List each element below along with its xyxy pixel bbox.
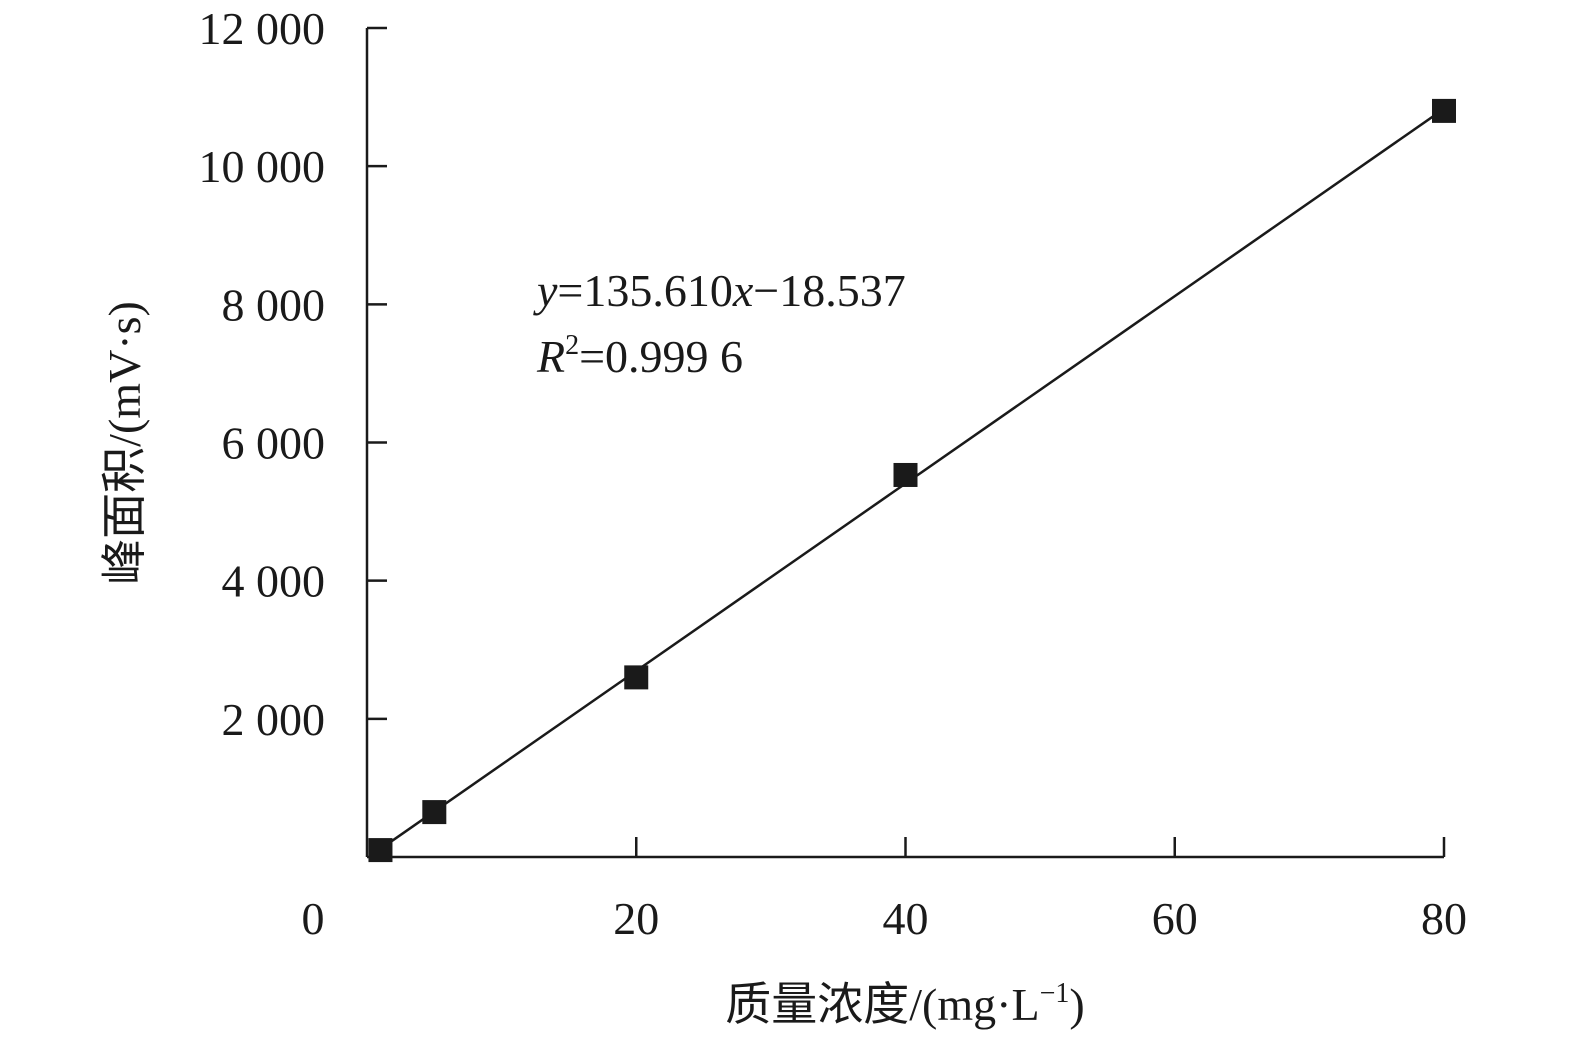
y-tick-label: 4 000 xyxy=(222,556,326,607)
x-tick-label: 0 xyxy=(302,893,325,944)
r-squared-label: R2=0.999 6 xyxy=(536,330,743,382)
equation-x-symbol: x xyxy=(732,265,754,316)
equation-y-symbol: y xyxy=(533,265,558,316)
x-axis-title-main: 质量浓度/(mg·L xyxy=(725,979,1039,1030)
x-ticks: 0 20 40 60 80 xyxy=(302,837,1467,944)
x-tick-label: 60 xyxy=(1152,893,1198,944)
x-axis-title-tail: ) xyxy=(1069,979,1084,1030)
data-points xyxy=(368,98,1456,863)
data-point-marker xyxy=(422,800,447,825)
x-tick-label: 40 xyxy=(883,893,929,944)
y-ticks: 2 000 4 000 6 000 8 000 10 000 12 000 xyxy=(199,3,387,745)
data-point-marker xyxy=(368,838,393,863)
equation-coefficient: =135.610 xyxy=(557,265,732,316)
y-tick-label: 12 000 xyxy=(199,3,326,54)
data-point-marker xyxy=(624,665,649,690)
x-axis-title-superscript: −1 xyxy=(1040,978,1070,1009)
r-symbol: R xyxy=(536,331,565,382)
y-tick-label: 8 000 xyxy=(222,279,326,330)
equation-intercept: −18.537 xyxy=(753,265,905,316)
y-tick-label: 6 000 xyxy=(222,418,326,469)
data-point-marker xyxy=(1432,98,1456,123)
x-axis-title: 质量浓度/(mg·L−1) xyxy=(725,978,1084,1030)
r-superscript: 2 xyxy=(565,330,579,361)
y-tick-label: 10 000 xyxy=(199,141,326,192)
regression-equation: y=135.610x−18.537 xyxy=(533,265,906,316)
y-axis-title: 峰面积/(mV·s) xyxy=(99,301,150,585)
y-tick-label: 2 000 xyxy=(222,694,326,745)
data-point-marker xyxy=(893,462,918,487)
r-squared-value: =0.999 6 xyxy=(579,331,743,382)
x-tick-label: 80 xyxy=(1421,893,1467,944)
x-tick-label: 20 xyxy=(613,893,659,944)
axes xyxy=(365,28,1444,859)
